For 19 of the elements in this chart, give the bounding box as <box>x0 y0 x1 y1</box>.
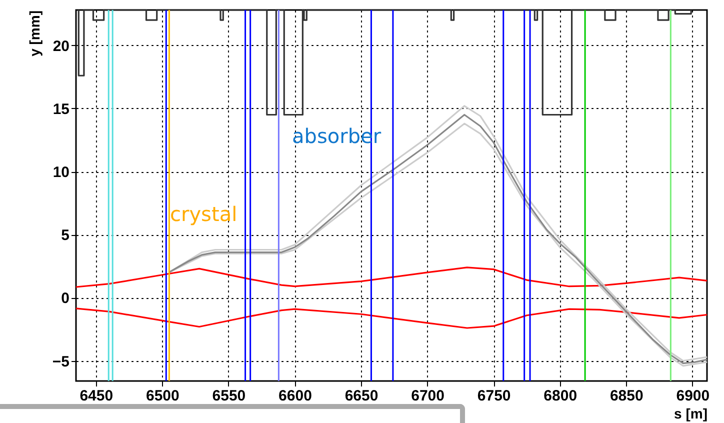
y-tick-label: 0 <box>61 290 70 308</box>
y-tick-label: 20 <box>52 38 70 55</box>
y-tick-label: 15 <box>52 100 70 118</box>
x-tick-label: 6550 <box>212 388 246 404</box>
x-tick-label: 6750 <box>477 388 511 404</box>
y-tick-label: 5 <box>61 227 70 244</box>
x-tick-label: 6450 <box>80 388 114 404</box>
x-tick-label: 6900 <box>676 388 710 404</box>
y-tick-label: 10 <box>52 164 70 182</box>
x-tick-label: 6500 <box>146 388 180 404</box>
x-tick-label: 6700 <box>411 388 444 404</box>
x-tick-label: 6850 <box>610 388 644 404</box>
annotation: crystal <box>170 202 238 226</box>
x-tick-label: 6800 <box>544 388 578 404</box>
x-tick-label: 6600 <box>278 388 312 404</box>
x-tick-label: 6650 <box>344 388 378 404</box>
y-axis-title: y [mm] <box>26 10 42 56</box>
y-tick-label: −5 <box>52 353 70 370</box>
x-axis-title: s [m] <box>674 406 708 422</box>
